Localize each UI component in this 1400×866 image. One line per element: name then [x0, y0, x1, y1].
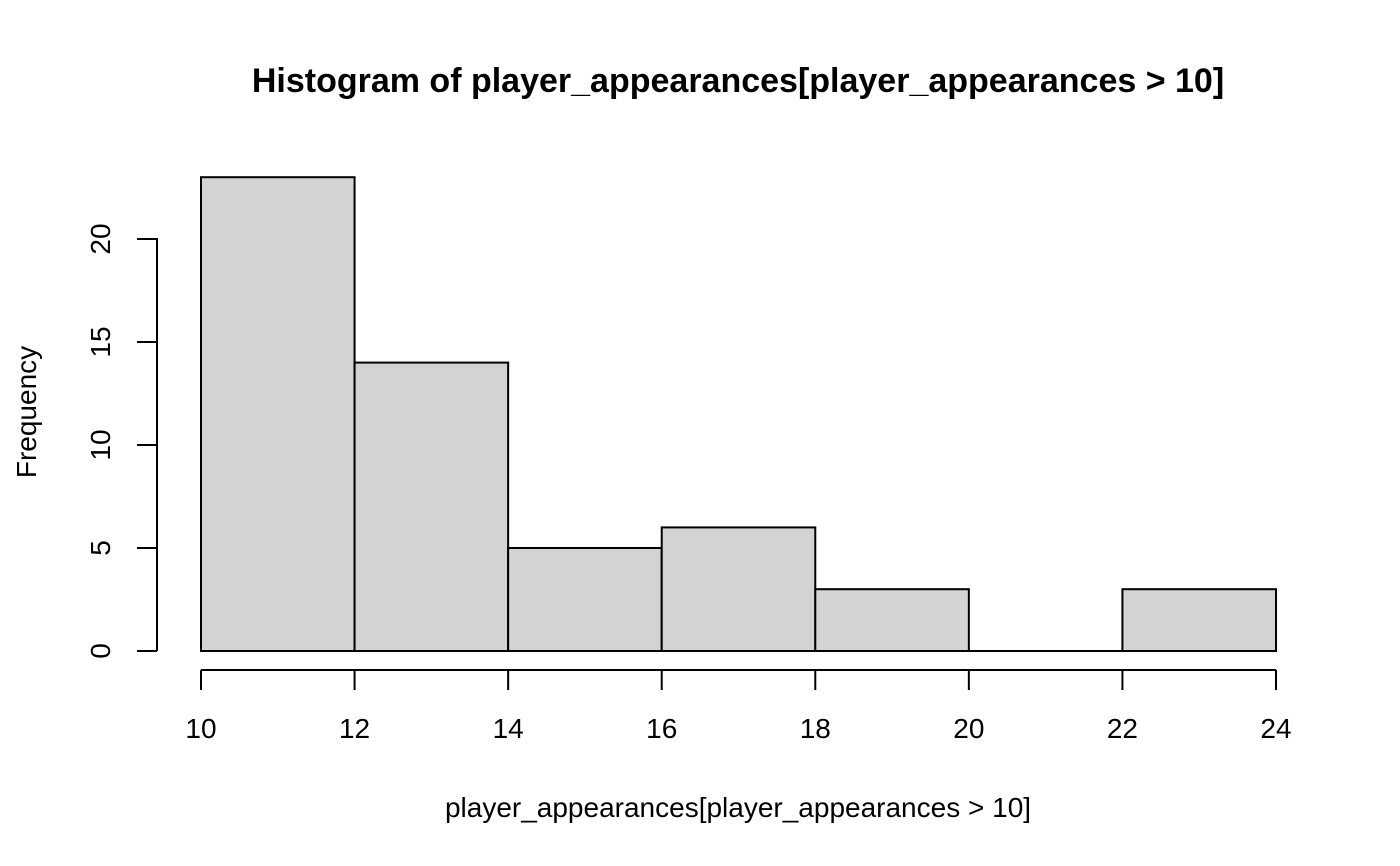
histogram-bar-0	[200, 176, 356, 652]
y-axis-label: Frequency	[11, 346, 42, 478]
x-tick-label-3: 16	[646, 713, 677, 744]
x-tick-label-5: 20	[953, 713, 984, 744]
x-tick-label-7: 24	[1260, 713, 1291, 744]
histogram-bar-6	[1121, 588, 1278, 653]
x-ticks-group: 10 12 14 16 18 20 22 24	[185, 670, 1292, 744]
x-tick-label-2: 14	[493, 713, 524, 744]
bars-group	[200, 176, 1278, 653]
histogram-bar-2	[507, 547, 663, 652]
y-ticks-group: 0 5 10 15 20	[85, 223, 157, 659]
histogram-bar-4	[814, 588, 970, 653]
x-tick-label-6: 22	[1107, 713, 1138, 744]
x-axis: 10 12 14 16 18 20 22 24	[185, 669, 1292, 744]
x-tick-label-4: 18	[800, 713, 831, 744]
histogram-bar-1	[353, 361, 510, 652]
y-tick-label-1: 5	[85, 540, 116, 556]
y-tick-label-0: 0	[85, 643, 116, 659]
chart-title: Histogram of player_appearances[player_a…	[252, 62, 1224, 100]
y-tick-label-2: 10	[85, 429, 116, 460]
x-tick-label-0: 10	[185, 713, 216, 744]
y-tick-label-4: 20	[85, 223, 116, 254]
x-axis-label: player_appearances[player_appearances > …	[445, 792, 1031, 823]
y-axis: 0 5 10 15 20	[85, 223, 158, 659]
x-tick-label-1: 12	[339, 713, 370, 744]
y-tick-label-3: 15	[85, 326, 116, 357]
histogram-bar-3	[660, 526, 817, 653]
